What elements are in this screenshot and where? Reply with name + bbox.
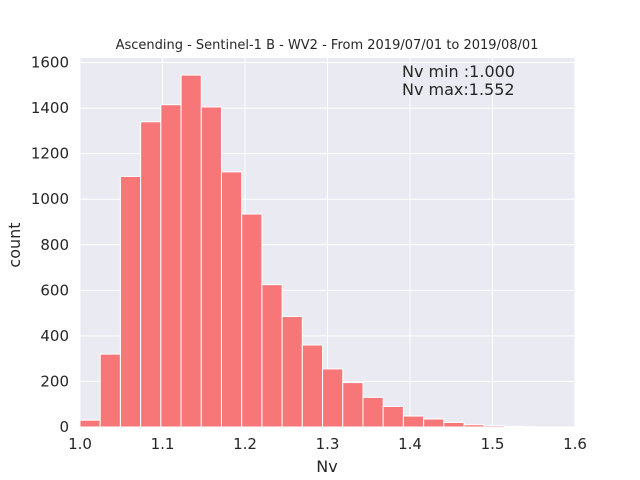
y-tick-label-1: 200 bbox=[40, 372, 69, 390]
x-tick-label-6: 1.6 bbox=[563, 435, 587, 453]
x-axis-label: Nv bbox=[316, 457, 337, 476]
histogram-bar-12 bbox=[322, 368, 344, 428]
y-tick-label-5: 1000 bbox=[31, 190, 69, 208]
histogram-bar-13 bbox=[342, 382, 364, 428]
histogram-bar-15 bbox=[382, 406, 404, 428]
histogram-bar-16 bbox=[402, 415, 425, 428]
y-tick-label-8: 1600 bbox=[31, 54, 69, 72]
y-tick-label-6: 1200 bbox=[31, 145, 69, 163]
y-axis-ticks: 0 200 400 600 800 1000 1200 1400 1600 bbox=[31, 54, 69, 436]
histogram-bar-19 bbox=[463, 424, 485, 428]
x-axis-ticks: 1.0 1.1 1.2 1.3 1.4 1.5 1.6 bbox=[68, 435, 587, 453]
x-tick-label-0: 1.0 bbox=[68, 435, 92, 453]
histogram-bar-4 bbox=[160, 104, 182, 428]
y-tick-label-0: 0 bbox=[59, 418, 69, 436]
histogram-bar-11 bbox=[301, 344, 324, 428]
y-tick-label-3: 600 bbox=[40, 281, 69, 299]
histogram-bar-21 bbox=[503, 425, 526, 428]
histogram-bar-10 bbox=[281, 316, 303, 428]
histogram-bar-17 bbox=[423, 418, 445, 428]
x-tick-label-5: 1.5 bbox=[481, 435, 505, 453]
nv-min-annotation: Nv min :1.000 bbox=[402, 62, 515, 81]
x-tick-label-1: 1.1 bbox=[151, 435, 175, 453]
histogram-bar-1 bbox=[99, 353, 121, 428]
histogram-bar-20 bbox=[483, 425, 505, 428]
x-tick-label-2: 1.2 bbox=[233, 435, 257, 453]
nv-max-annotation: Nv max:1.552 bbox=[402, 80, 515, 99]
histogram-bar-5 bbox=[180, 74, 202, 428]
histogram-bar-14 bbox=[362, 396, 384, 428]
y-axis-label: count bbox=[5, 222, 24, 267]
histogram-bar-7 bbox=[220, 171, 243, 428]
x-tick-label-4: 1.4 bbox=[398, 435, 422, 453]
histogram-bar-8 bbox=[241, 213, 263, 428]
chart-title: Ascending - Sentinel-1 B - WV2 - From 20… bbox=[116, 38, 539, 53]
y-tick-label-7: 1400 bbox=[31, 99, 69, 117]
histogram-bar-6 bbox=[200, 106, 222, 428]
histogram-bar-3 bbox=[140, 121, 162, 428]
histogram-bars bbox=[79, 74, 536, 428]
y-tick-label-2: 400 bbox=[40, 327, 69, 345]
y-tick-label-4: 800 bbox=[40, 236, 69, 254]
histogram-bar-2 bbox=[119, 175, 142, 428]
histogram-bar-18 bbox=[443, 421, 465, 428]
x-tick-label-3: 1.3 bbox=[316, 435, 340, 453]
histogram-bar-0 bbox=[79, 419, 101, 428]
histogram-bar-9 bbox=[261, 284, 283, 428]
